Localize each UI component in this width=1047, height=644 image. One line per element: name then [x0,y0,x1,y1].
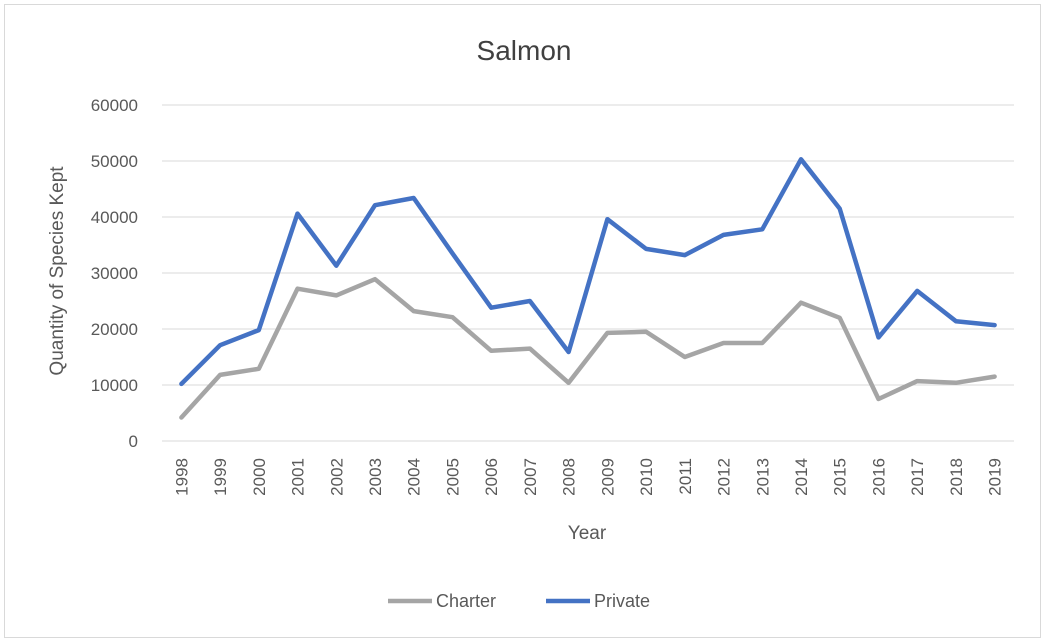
y-tick-label: 60000 [91,96,138,115]
x-tick-label: 2010 [637,458,656,496]
y-tick-label: 10000 [91,376,138,395]
legend-label-private: Private [594,591,650,611]
y-tick-label: 0 [129,432,138,451]
x-tick-label: 2001 [289,458,308,496]
y-axis-tick-labels: 0 10000 20000 30000 40000 50000 60000 [91,96,138,451]
x-tick-label: 2014 [792,458,811,496]
y-tick-label: 30000 [91,264,138,283]
x-tick-label: 2003 [366,458,385,496]
x-tick-label: 2016 [869,458,888,496]
legend-label-charter: Charter [436,591,496,611]
x-tick-label: 2018 [947,458,966,496]
x-tick-label: 2006 [482,458,501,496]
legend: Charter Private [388,591,650,611]
x-tick-label: 1999 [211,458,230,496]
x-tick-label: 2007 [521,458,540,496]
x-tick-label: 2017 [908,458,927,496]
y-tick-label: 40000 [91,208,138,227]
x-axis-title: Year [568,523,607,544]
x-tick-label: 2004 [405,458,424,496]
x-tick-label: 2008 [560,458,579,496]
series-line-private [179,157,997,387]
x-tick-label: 1998 [172,458,191,496]
series-lines [179,157,997,420]
x-tick-label: 2015 [831,458,850,496]
y-tick-label: 50000 [91,152,138,171]
x-tick-label: 2005 [443,458,462,496]
gridlines [162,104,1014,442]
x-tick-label: 2012 [715,458,734,496]
x-tick-label: 2013 [753,458,772,496]
x-axis-tick-labels: 1998 1999 2000 2001 2002 2003 2004 2005 2006 2007… [172,458,1004,496]
x-tick-label: 2009 [598,458,617,496]
chart-title: Salmon [477,35,572,66]
y-axis-title: Quantity of Species Kept [47,166,68,376]
x-tick-label: 2000 [250,458,269,496]
x-tick-label: 2011 [676,458,695,495]
x-tick-label: 2019 [986,458,1005,496]
series-line-charter [179,276,997,420]
chart-frame [4,4,1041,638]
y-tick-label: 20000 [91,320,138,339]
x-tick-label: 2002 [327,458,346,496]
